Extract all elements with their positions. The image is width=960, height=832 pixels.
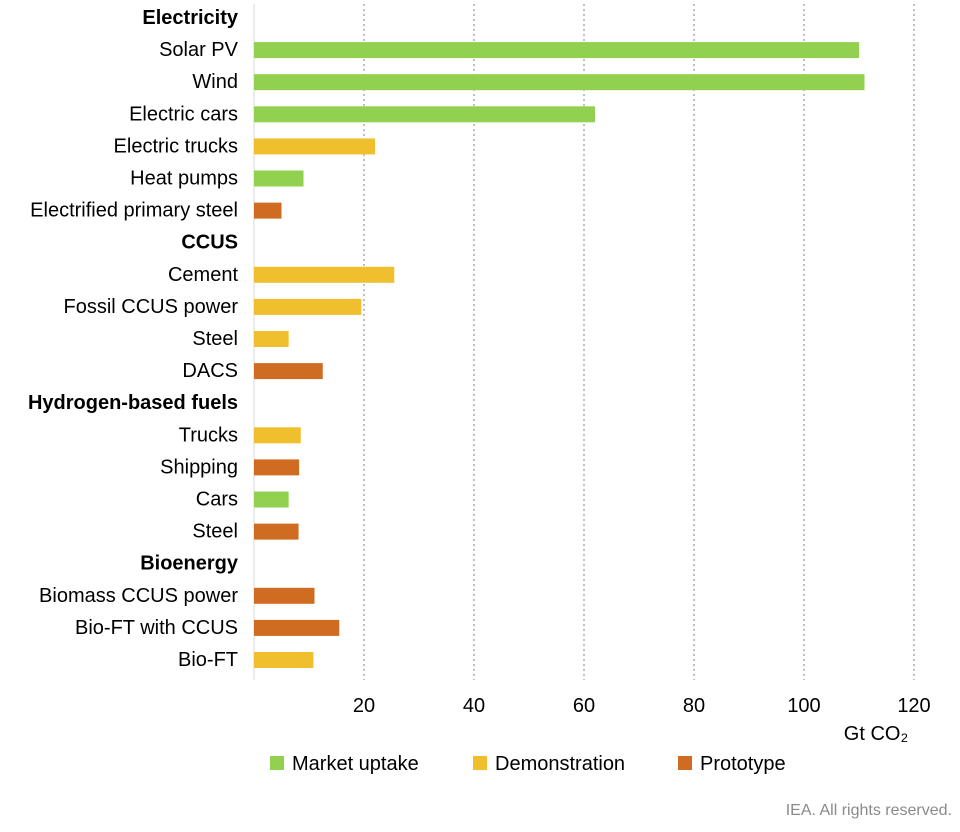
bar [254,523,299,540]
category-label: Fossil CCUS power [64,296,239,318]
x-tick-label: 120 [897,695,930,717]
x-tick-label: 100 [787,695,820,717]
category-label: Wind [192,71,238,93]
category-label: Bio-FT [178,649,238,671]
legend-swatch [678,756,692,770]
bar [254,170,304,187]
x-tick-label: 20 [353,695,375,717]
bar [254,619,340,636]
bar [254,652,314,668]
category-label: Bio-FT with CCUS [75,617,238,639]
bar [254,331,289,347]
category-label: Shipping [160,456,238,478]
category-label: Steel [192,521,238,543]
category-label: Biomass CCUS power [39,585,238,607]
x-tick-label: 60 [573,695,595,717]
category-label: Cement [168,264,238,286]
category-label: Heat pumps [130,168,238,190]
bar [254,298,362,315]
legend-label: Prototype [700,753,786,775]
credit-text: IEA. All rights reserved. [785,802,952,819]
bar [254,106,595,123]
x-tick-labels: 20 40 60 80 100 120 [353,695,931,717]
x-tick-label: 80 [683,695,705,717]
x-axis-unit-label: Gt CO₂ [844,723,908,745]
bar [254,459,300,476]
legend-swatch [270,756,284,770]
group-label: Electricity [142,7,238,29]
category-label: Electric trucks [114,135,238,157]
bars [254,42,865,668]
legend-label: Market uptake [292,753,419,775]
category-label: DACS [182,360,238,382]
legend: Market uptake Demonstration Prototype [270,753,786,775]
category-label: Cars [196,489,238,511]
x-tick-label: 40 [463,695,485,717]
group-label: CCUS [181,232,238,254]
category-label: Electrified primary steel [30,200,238,222]
bar [254,427,301,444]
legend-swatch [473,756,487,770]
bar [254,202,282,219]
bar [254,491,289,508]
bar [254,42,859,59]
bar [254,266,395,283]
group-label: Hydrogen-based fuels [28,392,238,414]
category-label: Trucks [179,424,238,446]
category-label: Solar PV [159,39,239,61]
legend-label: Demonstration [495,753,625,775]
category-labels: Electricity Solar PV Wind Electric cars Elec… [28,7,239,671]
grid-lines [363,4,915,680]
bar [254,138,375,155]
bar [254,363,323,380]
category-label: Steel [192,328,238,350]
bar [254,74,865,91]
category-label: Electric cars [129,103,238,125]
bar [254,587,315,604]
group-label: Bioenergy [140,553,239,575]
